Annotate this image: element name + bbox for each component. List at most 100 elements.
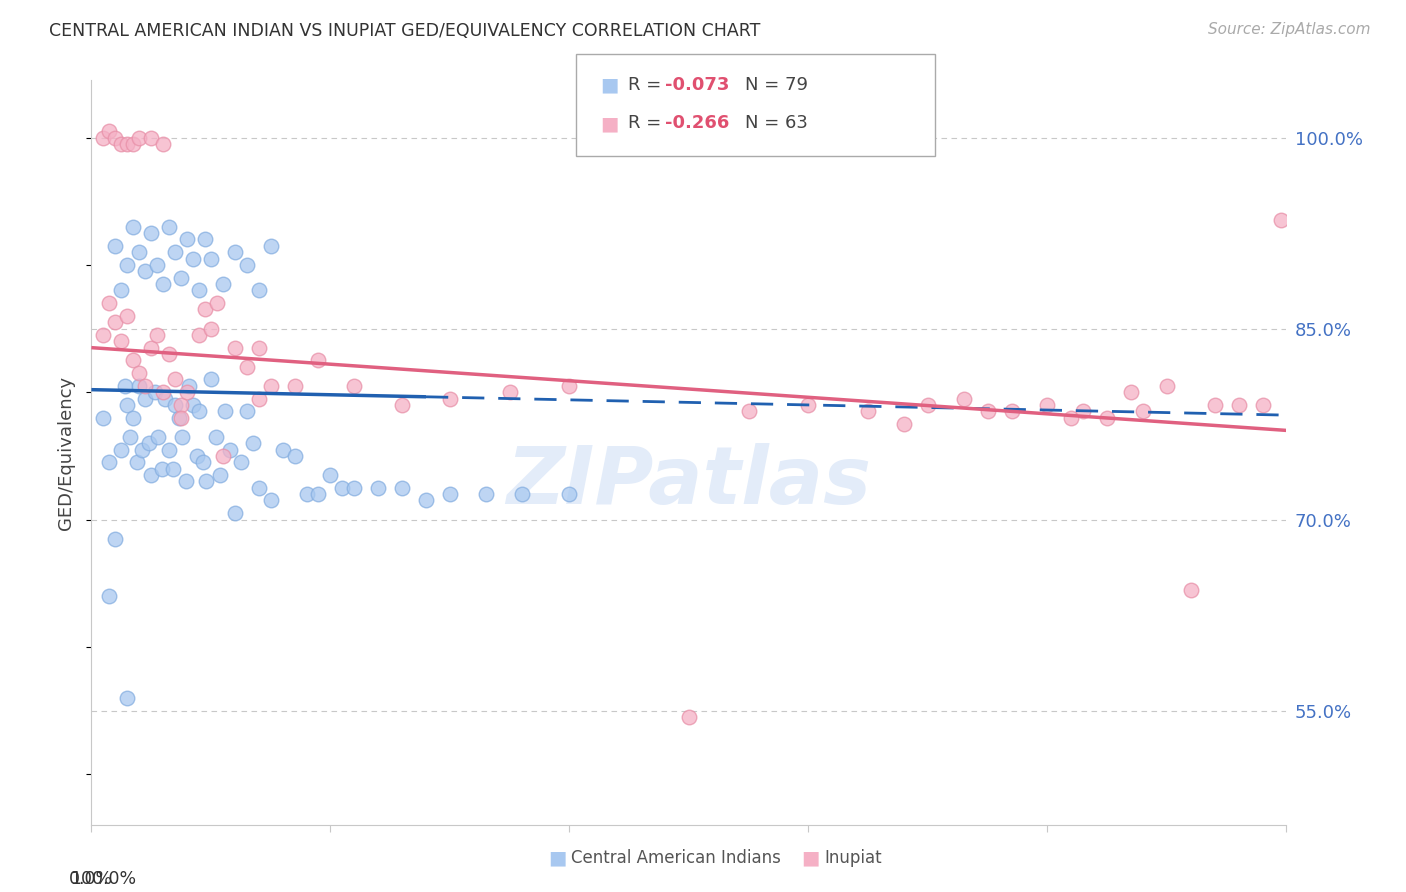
Point xyxy=(391,481,413,495)
Point xyxy=(128,379,150,393)
Text: ■: ■ xyxy=(600,114,619,133)
Point xyxy=(104,130,127,145)
Point xyxy=(143,385,166,400)
Point xyxy=(115,136,138,151)
Point xyxy=(128,245,150,260)
Y-axis label: GED/Equivalency: GED/Equivalency xyxy=(58,376,76,530)
Text: ■: ■ xyxy=(548,848,567,867)
Point xyxy=(209,467,232,482)
Point xyxy=(953,392,976,406)
Point xyxy=(307,353,329,368)
Point xyxy=(98,455,121,469)
Point xyxy=(893,417,915,431)
Point xyxy=(181,252,204,266)
Point xyxy=(1204,398,1226,412)
Point xyxy=(179,379,201,393)
Point xyxy=(1071,404,1094,418)
Point xyxy=(194,232,217,246)
Point xyxy=(110,284,132,298)
Point xyxy=(115,690,138,705)
Point xyxy=(115,398,138,412)
Point xyxy=(219,442,242,457)
Text: CENTRAL AMERICAN INDIAN VS INUPIAT GED/EQUIVALENCY CORRELATION CHART: CENTRAL AMERICAN INDIAN VS INUPIAT GED/E… xyxy=(49,22,761,40)
Text: -0.266: -0.266 xyxy=(665,114,730,132)
Point xyxy=(146,327,169,342)
Point xyxy=(122,410,145,425)
Point xyxy=(187,284,211,298)
Point xyxy=(150,461,173,475)
Point xyxy=(174,475,197,489)
Point xyxy=(224,506,246,520)
Point xyxy=(204,430,226,444)
Point xyxy=(259,379,281,393)
Point xyxy=(856,404,880,418)
Point xyxy=(176,232,198,246)
Point xyxy=(797,398,820,412)
Point xyxy=(1119,385,1142,400)
Point xyxy=(259,493,281,508)
Point xyxy=(235,258,259,272)
Point xyxy=(98,296,121,310)
Point xyxy=(93,130,114,145)
Point xyxy=(170,398,193,412)
Point xyxy=(224,245,246,260)
Point xyxy=(98,124,121,138)
Text: Source: ZipAtlas.com: Source: ZipAtlas.com xyxy=(1208,22,1371,37)
Point xyxy=(295,487,318,501)
Point xyxy=(187,327,211,342)
Text: N = 79: N = 79 xyxy=(745,76,808,94)
Point xyxy=(224,341,246,355)
Point xyxy=(191,455,214,469)
Point xyxy=(510,487,533,501)
Point xyxy=(976,404,998,418)
Point xyxy=(235,359,259,374)
Point xyxy=(439,392,461,406)
Point xyxy=(152,385,174,400)
Point xyxy=(163,398,186,412)
Point xyxy=(104,315,127,329)
Point xyxy=(98,589,121,603)
Point xyxy=(186,449,208,463)
Point xyxy=(163,372,186,386)
Point xyxy=(146,258,169,272)
Point xyxy=(93,327,114,342)
Point xyxy=(115,309,138,323)
Text: ZIPatlas: ZIPatlas xyxy=(506,443,872,522)
Point xyxy=(1180,582,1202,597)
Point xyxy=(229,455,252,469)
Point xyxy=(194,302,217,317)
Text: 100.0%: 100.0% xyxy=(70,870,136,888)
Point xyxy=(283,379,307,393)
Point xyxy=(319,467,342,482)
Point xyxy=(332,481,354,495)
Point xyxy=(247,284,270,298)
Point xyxy=(415,493,437,508)
Point xyxy=(104,532,127,546)
Point xyxy=(439,487,461,501)
Point xyxy=(157,442,180,457)
Point xyxy=(157,347,180,361)
Point xyxy=(558,487,581,501)
Point xyxy=(170,270,193,285)
Point xyxy=(114,379,136,393)
Text: R =: R = xyxy=(628,76,668,94)
Point xyxy=(1000,404,1022,418)
Point xyxy=(172,430,194,444)
Point xyxy=(176,385,198,400)
Point xyxy=(211,277,233,291)
Point xyxy=(195,475,218,489)
Point xyxy=(259,239,281,253)
Text: ■: ■ xyxy=(600,76,619,95)
Point xyxy=(1060,410,1083,425)
Point xyxy=(118,430,141,444)
Point xyxy=(271,442,294,457)
Point xyxy=(122,219,145,234)
Point xyxy=(167,410,190,425)
Point xyxy=(170,410,193,425)
Point xyxy=(391,398,413,412)
Point xyxy=(235,404,259,418)
Point xyxy=(152,277,174,291)
Text: 0.0%: 0.0% xyxy=(69,870,114,888)
Point xyxy=(678,710,700,724)
Point xyxy=(474,487,498,501)
